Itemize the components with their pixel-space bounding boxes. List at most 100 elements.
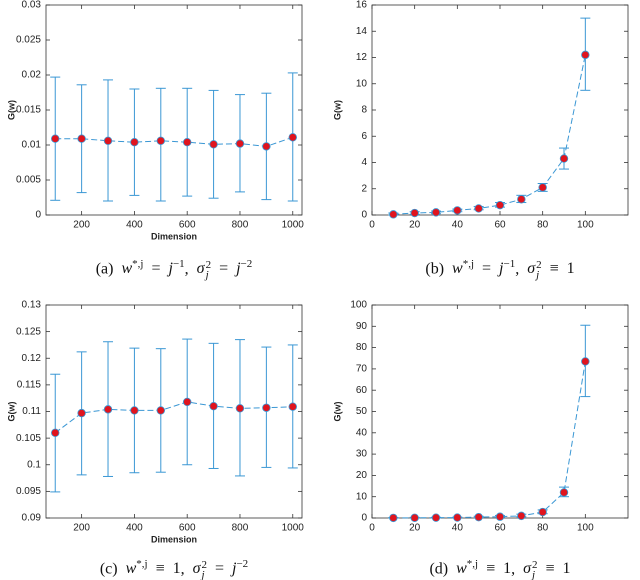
x-axis-label: Dimension bbox=[151, 534, 197, 544]
x-tick-label: 600 bbox=[179, 523, 196, 534]
caption-part: 1 bbox=[566, 260, 575, 278]
x-tick-label: 200 bbox=[73, 220, 90, 231]
marker bbox=[538, 507, 547, 517]
marker bbox=[235, 404, 245, 413]
marker bbox=[51, 134, 60, 143]
marker bbox=[495, 512, 505, 521]
marker bbox=[182, 397, 192, 407]
y-tick-label: 0 bbox=[35, 210, 41, 221]
marker bbox=[209, 401, 218, 411]
y-tick-label: 0.03 bbox=[22, 0, 42, 11]
y-tick-label: 12 bbox=[356, 52, 368, 63]
marker bbox=[156, 406, 166, 415]
marker bbox=[453, 513, 462, 522]
x-tick-label: 100 bbox=[577, 220, 594, 231]
x-tick-label: 800 bbox=[232, 523, 249, 534]
caption-part: −2 bbox=[240, 258, 253, 270]
y-tick-label: 60 bbox=[356, 385, 368, 396]
y-tick-label: 10 bbox=[356, 78, 368, 89]
marker bbox=[474, 512, 483, 522]
y-tick-label: 2 bbox=[361, 183, 367, 194]
y-tick-label: 0.1 bbox=[27, 459, 41, 470]
x-tick-label: 0 bbox=[369, 523, 375, 534]
caption-part: *,j bbox=[136, 558, 148, 570]
caption-part: j bbox=[499, 260, 504, 278]
y-tick-label: 0.025 bbox=[16, 35, 41, 46]
x-tick-label: 40 bbox=[452, 220, 464, 231]
y-tick-label: 0.005 bbox=[16, 175, 41, 186]
caption-part: j bbox=[532, 568, 536, 580]
caption-part: −1 bbox=[503, 258, 516, 270]
marker bbox=[51, 428, 60, 437]
caption-part: −1 bbox=[172, 258, 185, 270]
marker bbox=[581, 50, 590, 60]
y-tick-label: 0.12 bbox=[22, 353, 42, 364]
x-tick-label: 400 bbox=[126, 523, 143, 534]
caption-part: σ bbox=[523, 560, 532, 578]
y-tick-label: 0.095 bbox=[16, 486, 41, 497]
y-axis-label: G(w) bbox=[6, 100, 16, 120]
caption-part: 2 bbox=[536, 258, 542, 271]
x-tick-label: 80 bbox=[537, 220, 549, 231]
caption-part: , bbox=[184, 260, 189, 278]
caption-part: j bbox=[201, 568, 205, 580]
marker bbox=[410, 513, 419, 522]
y-tick-label: 0 bbox=[361, 513, 367, 524]
marker bbox=[77, 134, 86, 143]
caption-part: w bbox=[125, 560, 137, 578]
y-axis-label: G(w) bbox=[6, 402, 16, 422]
y-tick-label: 16 bbox=[356, 0, 368, 11]
caption-part: (c) bbox=[99, 560, 118, 578]
caption-part: , bbox=[180, 560, 185, 578]
x-tick-label: 1000 bbox=[282, 220, 305, 231]
marker bbox=[77, 408, 86, 418]
subplot: 0.09 0.095 0.1 0.105 0.11 0.115 0.12 0.125 0.13 2… bbox=[6, 300, 304, 545]
marker bbox=[156, 136, 166, 145]
line bbox=[55, 136, 293, 147]
caption-part: (b) bbox=[425, 260, 445, 278]
marker bbox=[262, 403, 271, 412]
marker bbox=[103, 136, 113, 145]
y-tick-label: 40 bbox=[356, 427, 368, 438]
axes-box bbox=[371, 304, 629, 519]
x-tick-label: 600 bbox=[179, 220, 196, 231]
y-tick-label: 50 bbox=[356, 406, 368, 417]
y-tick-label: 0.02 bbox=[22, 70, 42, 81]
caption-part: , bbox=[511, 560, 516, 578]
x-tick-label: 60 bbox=[494, 523, 506, 534]
y-tick-label: 0.01 bbox=[22, 140, 42, 151]
caption-part: j bbox=[168, 260, 173, 278]
marker bbox=[389, 210, 398, 219]
caption-part: *,j bbox=[462, 258, 475, 270]
line bbox=[393, 361, 586, 519]
y-tick-label: 0.09 bbox=[22, 513, 42, 524]
x-tick-label: 100 bbox=[577, 523, 594, 534]
marker bbox=[410, 208, 419, 218]
caption-part: , bbox=[515, 260, 520, 278]
x-tick-label: 80 bbox=[537, 523, 549, 534]
y-tick-label: 20 bbox=[356, 470, 368, 481]
caption-part: 2 bbox=[201, 558, 207, 571]
x-tick-label: 0 bbox=[369, 220, 375, 231]
y-tick-label: 8 bbox=[361, 105, 367, 116]
marker bbox=[517, 195, 526, 204]
axes-box bbox=[45, 4, 303, 216]
x-tick-label: 20 bbox=[409, 220, 421, 231]
marker bbox=[235, 139, 245, 148]
x-tick-label: 400 bbox=[126, 220, 143, 231]
marker bbox=[209, 140, 218, 149]
caption-part: ≡ bbox=[486, 560, 496, 578]
x-tick-label: 40 bbox=[452, 523, 464, 534]
caption-part: j bbox=[232, 560, 237, 578]
caption-part: w bbox=[121, 260, 133, 278]
subplot: 0 10 20 30 40 50 60 70 80 90 100 0 20 40 60 80 100 G(w) bbox=[332, 300, 629, 534]
y-tick-label: 0 bbox=[361, 210, 367, 221]
y-tick-label: 6 bbox=[361, 131, 367, 142]
caption-part: 2 bbox=[532, 558, 538, 571]
marker bbox=[130, 406, 139, 415]
marker bbox=[474, 204, 483, 213]
